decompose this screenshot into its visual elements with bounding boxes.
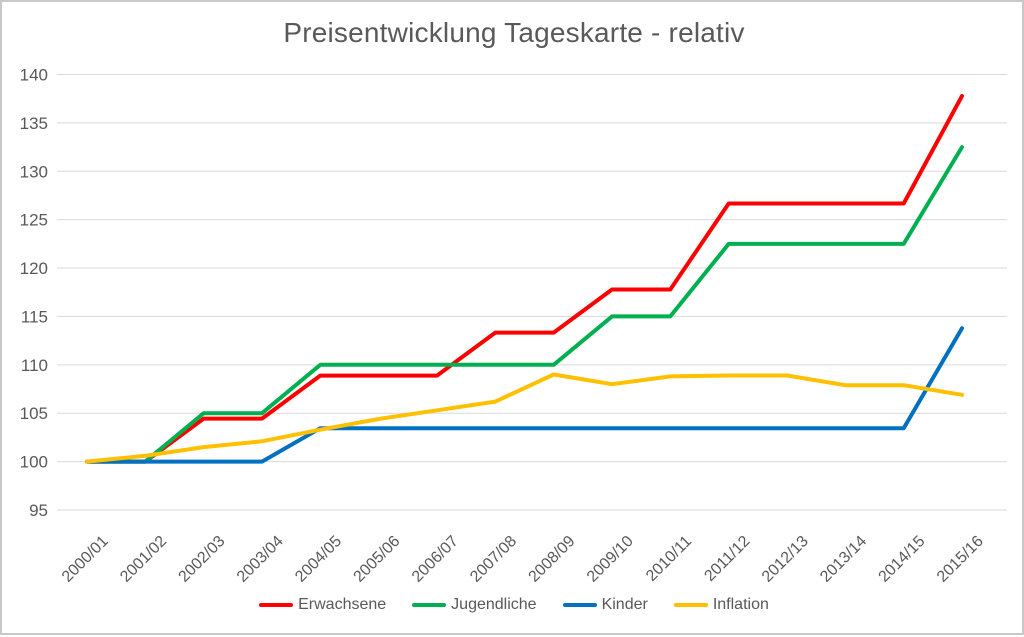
legend-item-inflation: Inflation bbox=[673, 596, 769, 614]
x-axis-tick-label: 2002/03 bbox=[176, 533, 229, 586]
x-axis-tick-label: 2010/11 bbox=[643, 533, 695, 585]
legend-marker-jugendliche bbox=[412, 603, 447, 607]
legend-marker-kinder bbox=[562, 603, 597, 607]
series-line-erwachsene bbox=[85, 94, 964, 464]
legend-item-jugendliche: Jugendliche bbox=[412, 596, 537, 614]
y-axis-tick-label: 130 bbox=[20, 162, 48, 181]
series-line-kinder bbox=[85, 326, 964, 464]
x-axis-tick-label: 2006/07 bbox=[409, 533, 462, 586]
chart-title: Preisentwicklung Tageskarte - relativ bbox=[283, 17, 745, 48]
x-axis-tick-label: 2007/08 bbox=[467, 533, 520, 586]
legend-item-kinder: Kinder bbox=[562, 596, 648, 614]
x-axis-tick-label: 2009/10 bbox=[584, 533, 637, 586]
y-axis-tick-label: 140 bbox=[20, 66, 48, 85]
x-axis-tick-label: 2011/12 bbox=[701, 533, 753, 585]
y-axis-tick-label: 125 bbox=[20, 211, 48, 230]
series-line-jugendliche bbox=[85, 145, 964, 464]
x-axis-tick-label: 2005/06 bbox=[351, 533, 404, 586]
x-axis-tick-label: 2003/04 bbox=[234, 533, 287, 586]
y-axis-tick-label: 135 bbox=[20, 114, 48, 133]
y-axis-tick-label: 110 bbox=[21, 356, 48, 375]
x-axis-tick-label: 2008/09 bbox=[526, 533, 579, 586]
chart-legend: Erwachsene Jugendliche Kinder Inflation bbox=[2, 596, 1024, 614]
legend-label-erwachsene: Erwachsene bbox=[298, 596, 387, 613]
y-axis-tick-label: 100 bbox=[20, 453, 48, 472]
legend-marker-inflation bbox=[673, 603, 708, 607]
series-line-inflation bbox=[85, 372, 964, 464]
x-axis-tick-label: 2013/14 bbox=[817, 533, 870, 586]
y-axis-tick-label: 120 bbox=[20, 259, 48, 278]
y-axis-tick-label: 105 bbox=[20, 404, 48, 423]
legend-item-erwachsene: Erwachsene bbox=[259, 596, 386, 614]
legend-label-kinder: Kinder bbox=[601, 596, 648, 613]
legend-label-jugendliche: Jugendliche bbox=[451, 596, 537, 613]
y-axis-tick-label: 115 bbox=[21, 307, 48, 326]
x-axis-tick-label: 2000/01 bbox=[59, 533, 112, 586]
y-axis-tick-label: 95 bbox=[29, 501, 48, 520]
x-axis-tick-label: 2014/15 bbox=[876, 533, 929, 586]
x-axis-tick-label: 2004/05 bbox=[292, 533, 345, 586]
legend-marker-erwachsene bbox=[259, 603, 294, 607]
legend-label-inflation: Inflation bbox=[712, 596, 769, 613]
x-axis-tick-label: 2001/02 bbox=[117, 533, 170, 586]
x-axis-tick-label: 2012/13 bbox=[759, 533, 812, 586]
x-axis-tick-label: 2015/16 bbox=[934, 533, 987, 586]
